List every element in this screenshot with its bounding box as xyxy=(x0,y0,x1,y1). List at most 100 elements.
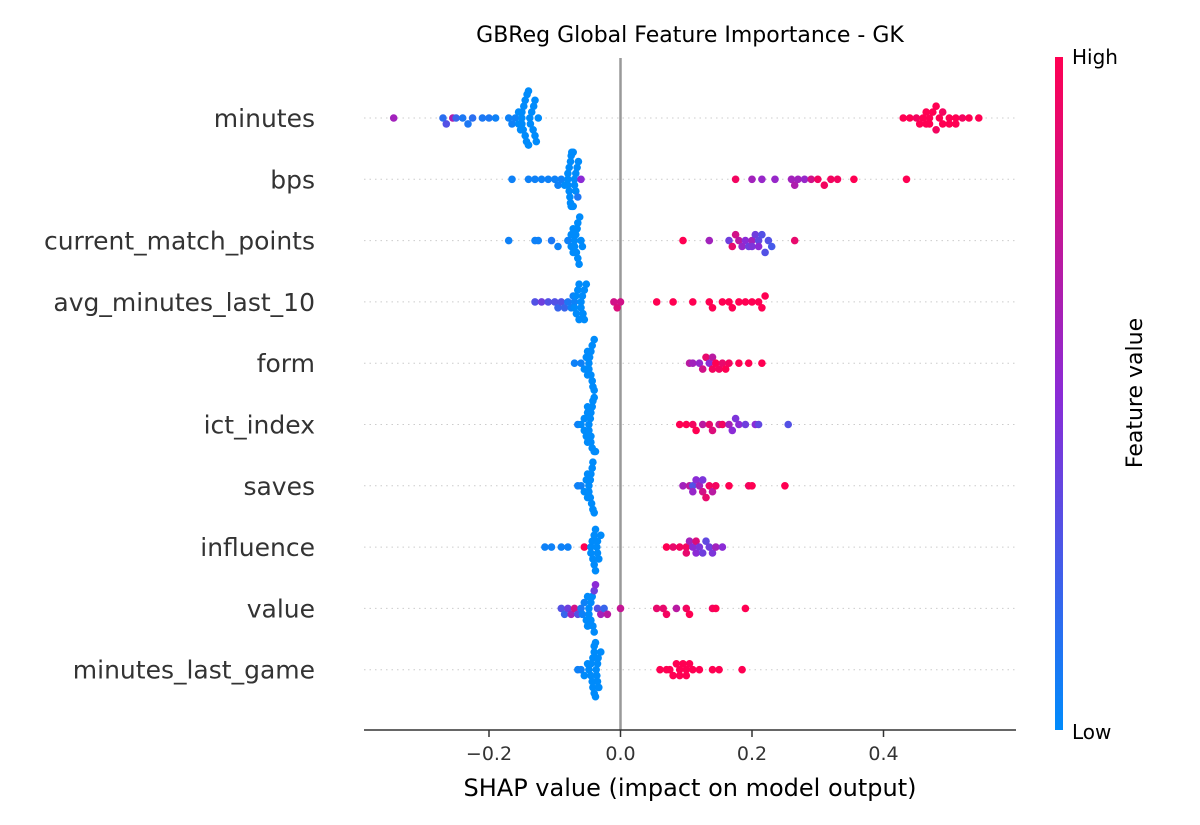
shap-point xyxy=(565,163,573,172)
shap-point xyxy=(735,359,743,368)
shap-point xyxy=(564,604,572,613)
shap-point xyxy=(718,298,727,306)
shap-point xyxy=(458,114,467,122)
shap-point xyxy=(593,677,602,686)
shap-point xyxy=(744,359,753,368)
shap-point xyxy=(591,581,600,589)
shap-point xyxy=(442,120,451,128)
shap-point xyxy=(899,114,907,122)
shap-point xyxy=(692,476,700,484)
shap-point xyxy=(912,114,921,122)
shap-point xyxy=(574,219,582,227)
shap-point xyxy=(585,665,593,674)
x-tick-label: 0.2 xyxy=(737,743,767,765)
shap-point xyxy=(708,487,717,496)
shap-point xyxy=(705,298,714,306)
shap-point xyxy=(491,114,500,122)
shap-point xyxy=(689,543,697,551)
shap-point xyxy=(586,476,595,484)
shap-point xyxy=(705,482,714,490)
shap-point xyxy=(814,175,822,184)
shap-point xyxy=(590,393,598,402)
shap-point xyxy=(689,665,697,674)
shap-point xyxy=(587,499,596,508)
shap-point xyxy=(547,543,556,551)
shap-point xyxy=(591,447,600,456)
shap-point xyxy=(537,175,546,184)
shap-point xyxy=(751,230,760,239)
shap-point xyxy=(544,298,552,306)
shap-point xyxy=(731,230,740,239)
shap-point xyxy=(554,181,562,189)
shap-point xyxy=(603,610,612,619)
shap-point xyxy=(591,692,600,701)
shap-point xyxy=(593,660,602,668)
shap-point xyxy=(560,610,569,619)
feature-label: minutes_last_game xyxy=(73,656,315,685)
shap-point xyxy=(591,638,600,647)
shap-point xyxy=(902,175,911,184)
shap-point xyxy=(689,487,697,496)
shap-point xyxy=(575,213,584,221)
shap-point xyxy=(692,537,700,545)
shap-point xyxy=(564,175,572,184)
shap-point xyxy=(577,175,585,184)
shap-point xyxy=(577,665,585,674)
shap-point xyxy=(669,298,677,306)
shap-point xyxy=(728,242,737,251)
shap-point xyxy=(580,543,589,551)
shap-point xyxy=(748,482,756,490)
shap-point xyxy=(738,665,746,674)
shap-point xyxy=(595,683,603,692)
shap-point xyxy=(689,420,697,429)
shap-point xyxy=(524,141,533,149)
shap-point xyxy=(682,420,691,429)
shap-point xyxy=(570,242,579,251)
shap-point xyxy=(575,315,583,324)
shap-point xyxy=(585,420,593,429)
shap-point xyxy=(580,286,589,294)
shap-point xyxy=(698,549,707,557)
shap-point xyxy=(741,236,750,245)
shap-point xyxy=(748,236,756,245)
shap-point xyxy=(585,482,593,490)
shap-point xyxy=(593,604,602,613)
shap-point xyxy=(585,610,593,619)
shap-point xyxy=(597,610,605,619)
shap-point xyxy=(585,365,593,373)
shap-point xyxy=(583,622,592,630)
shap-point xyxy=(689,298,697,306)
shap-point xyxy=(659,604,667,613)
shap-point xyxy=(569,202,577,211)
shap-point xyxy=(534,114,543,122)
shap-point xyxy=(712,604,720,613)
shap-point xyxy=(932,126,940,134)
shap-point xyxy=(758,359,766,368)
shap-point xyxy=(572,187,580,195)
shap-point xyxy=(554,304,562,312)
shap-point xyxy=(531,96,539,105)
shap-point xyxy=(827,175,835,184)
shap-point xyxy=(557,543,566,551)
shap-point xyxy=(593,549,602,557)
shap-point xyxy=(669,543,677,551)
shap-point xyxy=(590,335,598,344)
shap-point xyxy=(952,120,960,128)
shap-point xyxy=(589,458,597,467)
shap-point xyxy=(807,175,815,184)
shap-point xyxy=(721,365,730,373)
shap-point xyxy=(790,236,799,245)
shap-point xyxy=(532,137,541,146)
shap-point xyxy=(929,108,937,116)
shap-point xyxy=(922,108,930,116)
shap-point xyxy=(587,598,595,607)
shap-point xyxy=(578,292,587,300)
shap-point xyxy=(593,537,602,545)
feature-label: minutes xyxy=(214,104,315,133)
shap-point xyxy=(761,248,769,257)
shap-point xyxy=(758,175,766,184)
shap-point xyxy=(938,108,947,116)
shap-point xyxy=(439,114,447,122)
shap-point xyxy=(569,148,577,157)
shap-point xyxy=(731,414,740,423)
